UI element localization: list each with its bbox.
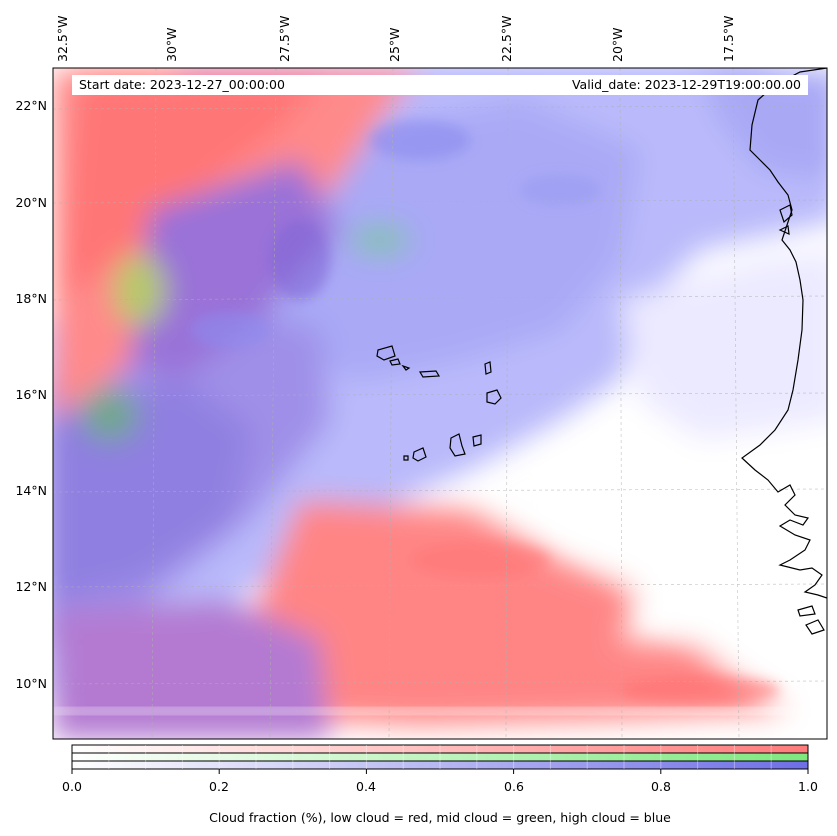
colorbar-low-cloud-band <box>72 745 808 753</box>
longitude-labels: 32.5°W 30°W 27.5°W 25°W 22.5°W 20°W 17.5… <box>55 16 736 62</box>
lat-label: 10°N <box>15 676 47 691</box>
lat-label: 18°N <box>15 291 47 306</box>
lon-label: 27.5°W <box>277 16 292 62</box>
colorbar-tick-label: 1.0 <box>798 779 818 794</box>
colorbar: 0.0 0.2 0.4 0.6 0.8 1.0 Cloud fraction (… <box>62 744 818 825</box>
colorbar-tick-label: 0.4 <box>356 779 376 794</box>
colorbar-tick-label: 0.2 <box>209 779 229 794</box>
map-gridlines <box>53 68 827 739</box>
lat-label: 12°N <box>15 579 47 594</box>
lon-label: 20°W <box>610 27 625 62</box>
colorbar-tick-label: 0.8 <box>651 779 671 794</box>
colorbar-label: Cloud fraction (%), low cloud = red, mid… <box>209 810 671 825</box>
date-info-box <box>72 75 808 95</box>
lat-label: 22°N <box>15 98 47 113</box>
colorbar-tick-label: 0.0 <box>62 779 82 794</box>
lon-label: 25°W <box>387 27 402 62</box>
colorbar-mid-cloud-band <box>72 753 808 761</box>
coastlines <box>376 68 827 635</box>
lat-label: 14°N <box>15 483 47 498</box>
map-frame <box>52 67 828 740</box>
lon-label: 22.5°W <box>499 16 514 62</box>
cape-verde-islands <box>376 345 396 361</box>
latitude-labels: 22°N 20°N 18°N 16°N 14°N 12°N 10°N <box>15 98 47 691</box>
lat-label: 16°N <box>15 387 47 402</box>
start-date-text: Start date: 2023-12-27_00:00:00 <box>79 77 285 92</box>
colorbar-tick-label: 0.6 <box>504 779 524 794</box>
lon-label: 30°W <box>164 27 179 62</box>
cloud-fraction-field <box>53 68 827 739</box>
lon-label: 32.5°W <box>55 16 70 62</box>
valid-date-text: Valid_date: 2023-12-29T19:00:00.00 <box>571 77 801 92</box>
colorbar-high-cloud-band <box>72 761 808 769</box>
lat-label: 20°N <box>15 195 47 210</box>
lon-label: 17.5°W <box>721 16 736 62</box>
africa-coastline <box>741 68 827 599</box>
